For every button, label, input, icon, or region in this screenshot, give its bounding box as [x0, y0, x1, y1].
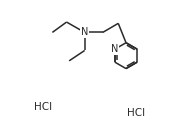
Text: HCl: HCl: [127, 108, 145, 117]
Text: HCl: HCl: [34, 102, 52, 112]
Text: N: N: [111, 44, 119, 54]
Text: N: N: [81, 27, 88, 37]
